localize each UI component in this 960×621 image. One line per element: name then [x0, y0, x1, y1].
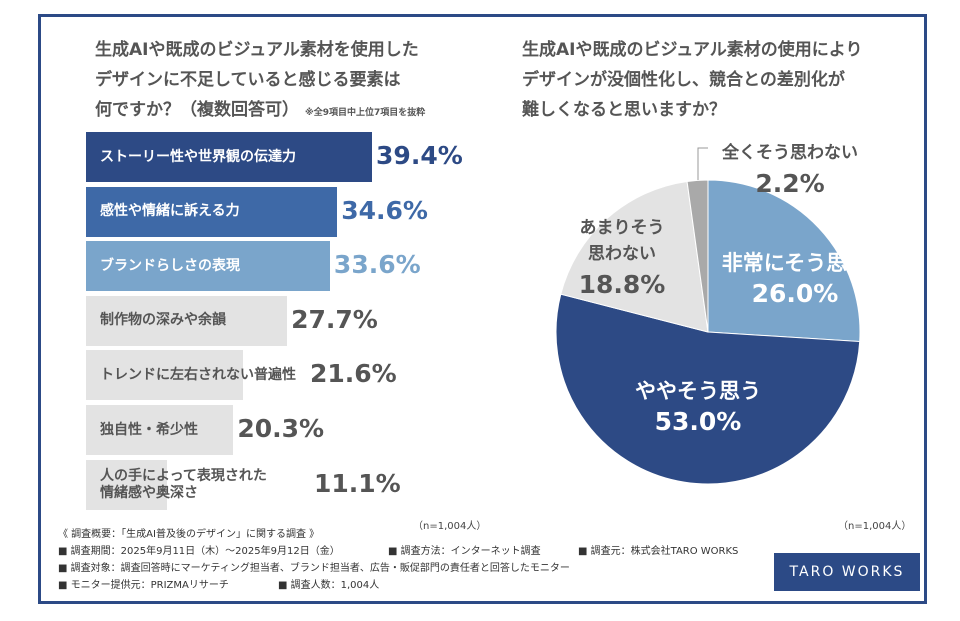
bar-label: ブランドらしさの表現	[100, 258, 240, 275]
bar-value-label: 27.7%	[291, 304, 378, 334]
survey-provider: ■ モニター提供元：PRIZMAリサーチ	[58, 580, 229, 591]
bar	[86, 132, 373, 182]
bar-label-line: ストーリー性や世界観の伝達力	[100, 148, 296, 165]
bar-value-label: 11.1%	[314, 468, 401, 498]
bar-label-line: ブランドらしさの表現	[100, 257, 240, 274]
pie-slice	[560, 180, 709, 333]
taro-works-logo: TARO WORKS	[774, 553, 920, 591]
pie-slice-label: あまりそう思わない 18.8%	[532, 215, 712, 303]
survey-period: ■ 調査期間：2025年9月11日（木）～2025年9月12日（金）	[58, 546, 340, 557]
bar-label-line: 制作物の深みや余韻	[100, 312, 226, 329]
survey-count: ■ 調査人数：1,004人	[278, 580, 380, 591]
survey-title: 《 調査概要：「生成AI普及後のデザイン」に関する調査 》	[58, 529, 320, 540]
bar	[86, 295, 288, 346]
bar-value-label: 39.4%	[376, 141, 463, 170]
bar	[86, 459, 167, 510]
bar-label: 感性や情緒に訴える力	[100, 203, 240, 220]
pie-category-label: 思わない	[588, 244, 656, 264]
pie-value-label: 53.0%	[654, 407, 742, 436]
bar-value-label: 34.6%	[341, 195, 428, 225]
bar-label: 人の手によって表現された 情緒感や奥深さ	[100, 468, 267, 502]
bar-label: ストーリー性や世界観の伝達力	[100, 149, 296, 166]
pie-slice	[686, 179, 709, 333]
bar-label: 独自性・希少性	[100, 422, 198, 439]
pie-category-label: ややそう思う	[635, 379, 761, 403]
leader-line	[697, 147, 708, 180]
bar-label-line: 情緒感や奥深さ	[100, 484, 198, 501]
survey-method: ■ 調査方法：インターネット調査	[388, 546, 541, 557]
pie-value-label: 26.0%	[751, 279, 839, 308]
frame	[38, 14, 927, 604]
pie-n-label: （n=1,004人）	[838, 521, 912, 532]
bar	[86, 241, 330, 292]
bar-label-line: 人の手によって表現された	[100, 467, 267, 484]
pie-slice	[707, 179, 861, 343]
note: ※全9項目中上位7項目を抜粋	[305, 108, 426, 118]
bar-label-line: 独自性・希少性	[100, 421, 198, 438]
survey-target: ■ 調査対象：調査回答時にマーケティング担当者、ブランド担当者、広告・販促部門の…	[58, 563, 570, 574]
bar-label-line: トレンドに左右されない普遍性	[100, 366, 296, 383]
bar	[86, 405, 234, 455]
title-line: デザインに不足していると感じる要素は	[95, 70, 401, 90]
pie-value-label: 2.2%	[755, 169, 825, 198]
pie-category-label: 非常にそう思う	[721, 251, 869, 275]
bar	[86, 186, 338, 237]
title-line: 何ですか？（複数回答可）	[95, 100, 299, 120]
title-line: 生成AIや既成のビジュアル素材を使用した	[95, 40, 419, 60]
survey-source: ■ 調査元：株式会社TARO WORKS	[578, 546, 739, 557]
bar-label: 制作物の深みや余韻	[100, 312, 226, 329]
pie-slice	[555, 293, 861, 485]
bar-value-label: 20.3%	[237, 414, 325, 443]
title-line: 難しくなると思いますか？	[522, 100, 726, 120]
pie-value-label: 18.8%	[578, 270, 666, 299]
pie-category-label: 全くそう思わない	[722, 143, 858, 163]
pie-slice-label: 非常にそう思う 26.0%	[705, 250, 885, 312]
bar-label-line: 感性や情緒に訴える力	[100, 203, 240, 220]
pie-slice-label: 全くそう思わない 2.2%	[700, 140, 880, 202]
survey-summary: 《 調査概要：「生成AI普及後のデザイン」に関する調査 》 ■ 調査期間：202…	[58, 526, 738, 594]
bar-n-label: （n=1,004人）	[413, 521, 487, 532]
bar-chart-title: 生成AIや既成のビジュアル素材を使用した デザインに不足していると感じる要素は …	[95, 35, 425, 128]
pie-category-label: あまりそう	[579, 218, 665, 238]
title-line: デザインが没個性化し、競合との差別化が	[522, 70, 845, 90]
title-line: 生成AIや既成のビジュアル素材の使用により	[522, 40, 863, 60]
bar-value-label: 21.6%	[310, 359, 397, 389]
bar-label: トレンドに左右されない普遍性	[100, 367, 296, 384]
pie-chart-title: 生成AIや既成のビジュアル素材の使用により デザインが没個性化し、競合との差別化…	[522, 35, 862, 125]
bar	[86, 350, 243, 401]
bar-value-label: 33.6%	[333, 250, 421, 280]
pie-slice-label: ややそう思う 53.0%	[608, 378, 788, 440]
